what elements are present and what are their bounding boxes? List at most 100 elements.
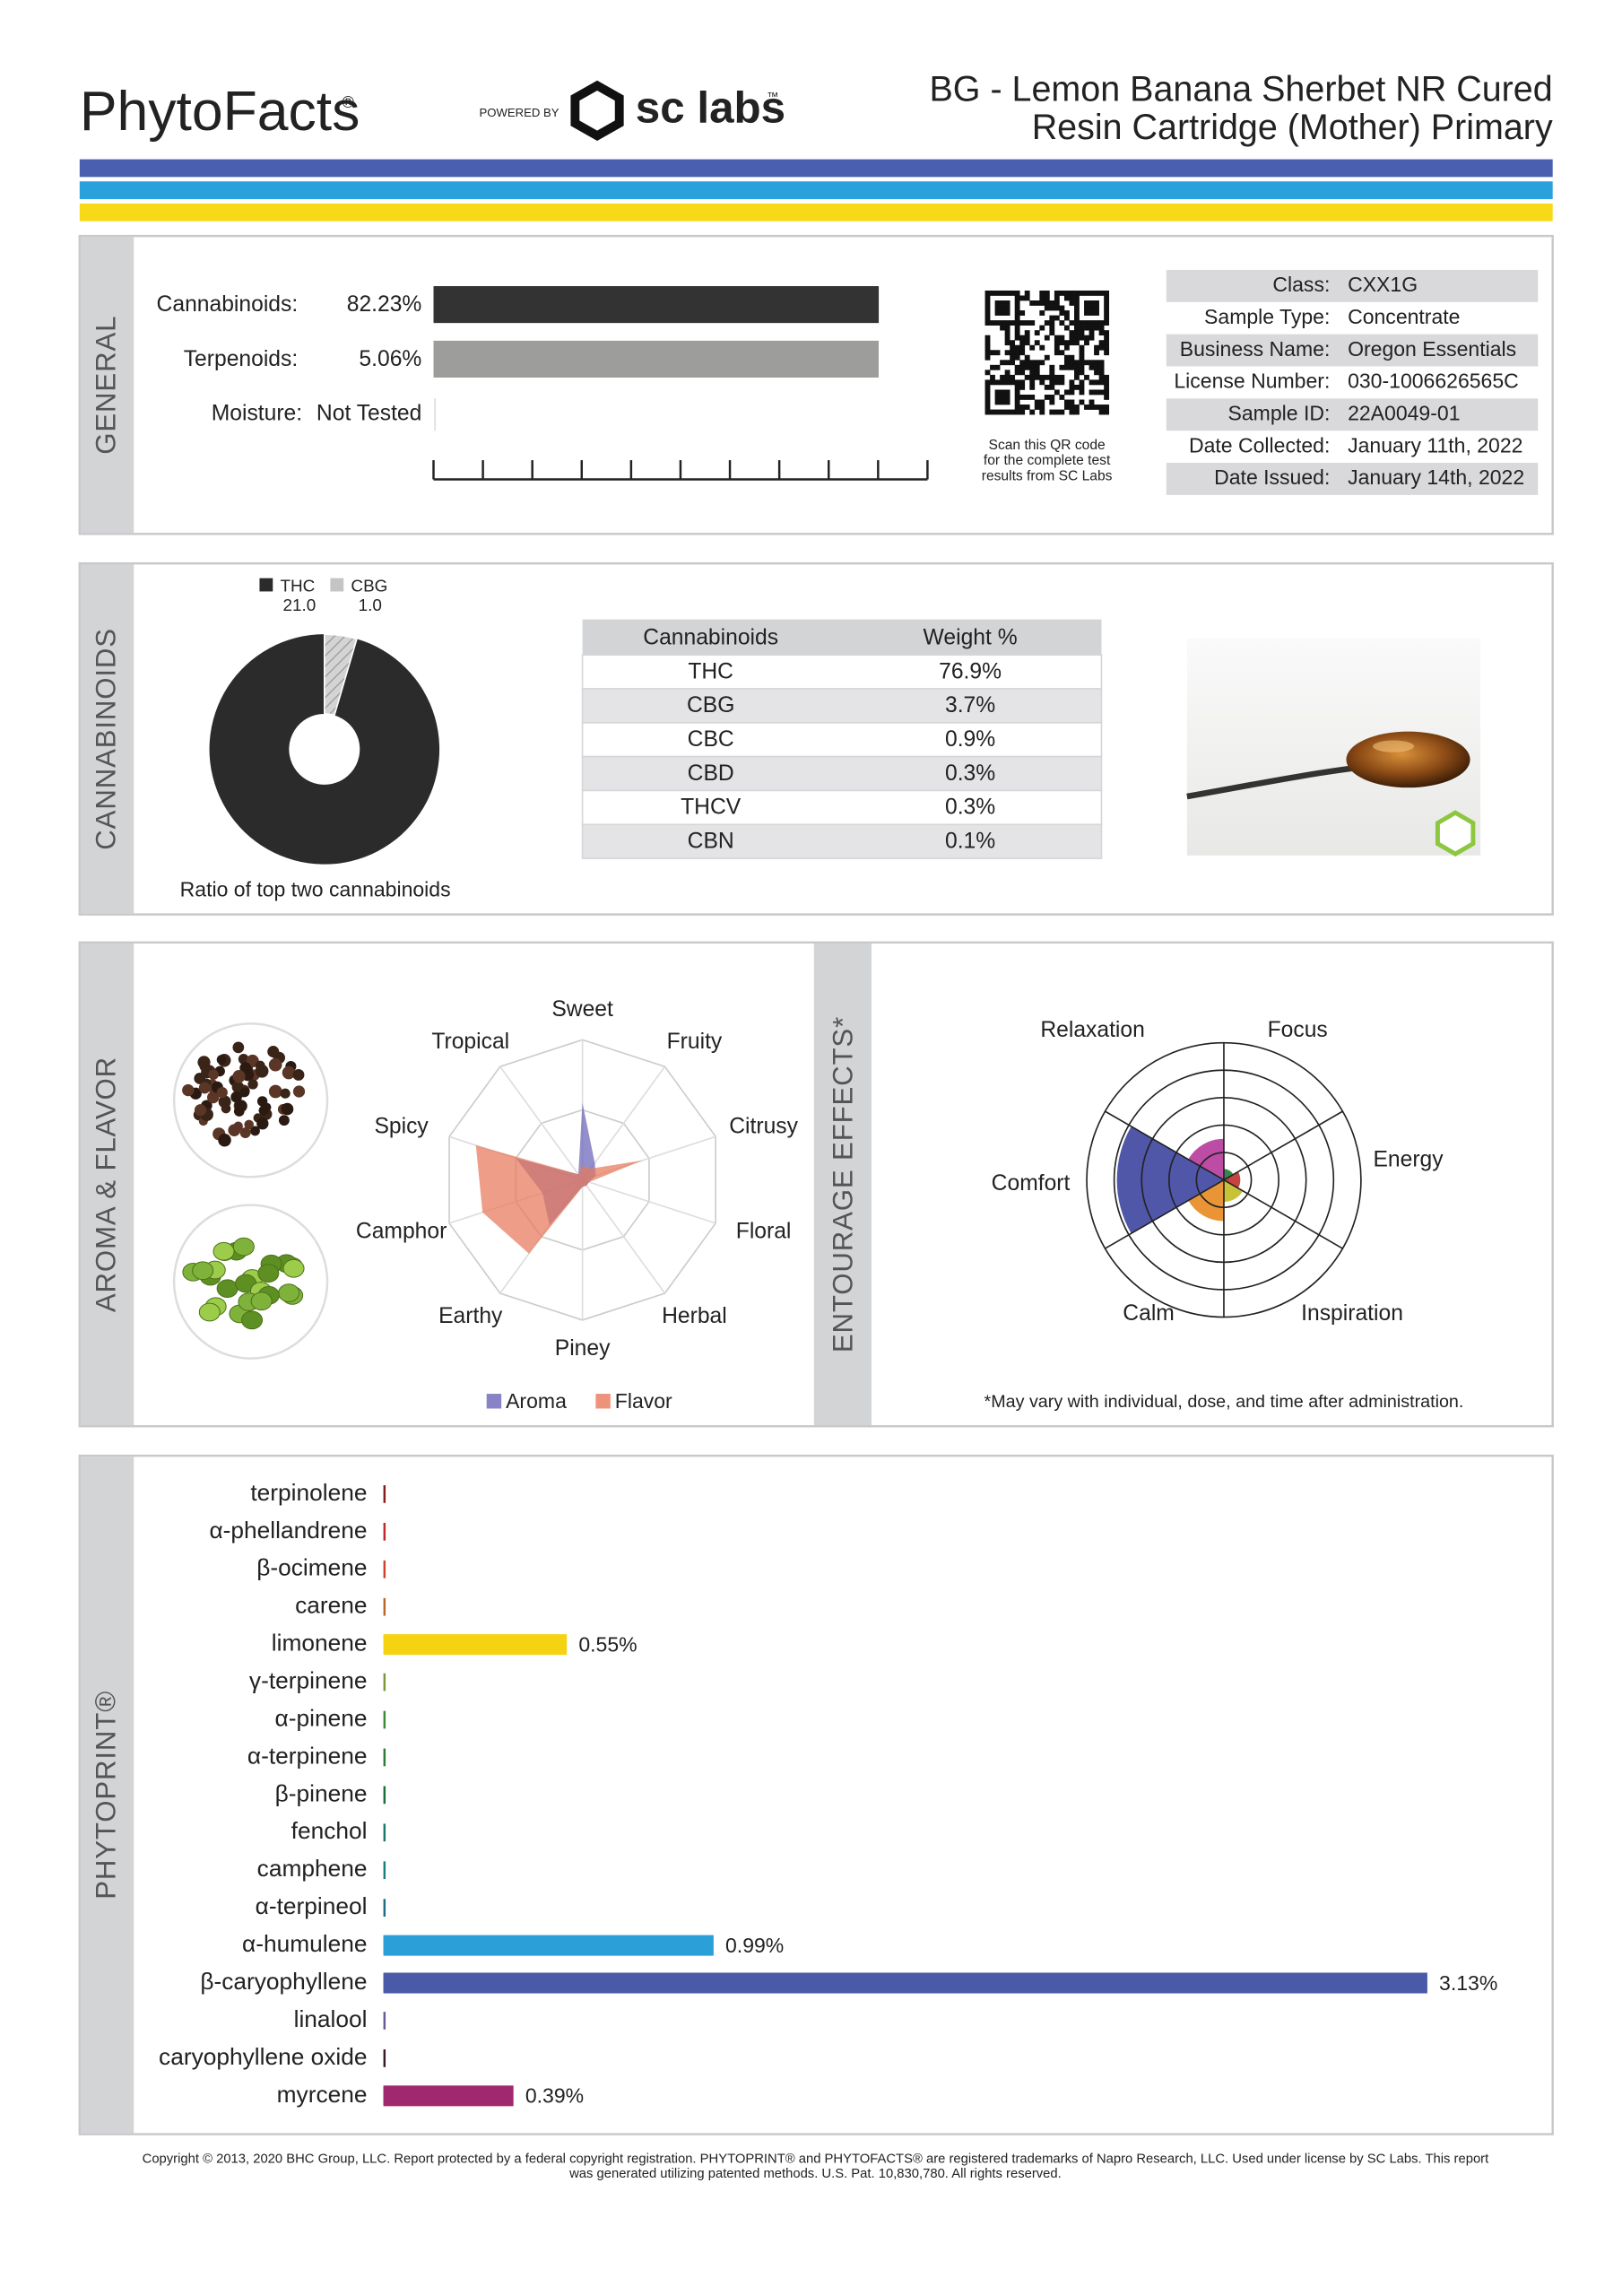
terpene-label: fenchol bbox=[291, 1817, 368, 1844]
qr-module bbox=[1069, 389, 1075, 396]
info-row bbox=[1166, 334, 1539, 367]
pie-slice bbox=[323, 633, 358, 717]
qr-module bbox=[994, 300, 1001, 306]
peppercorn bbox=[228, 1124, 241, 1136]
radar-spoke bbox=[499, 1065, 584, 1181]
qr-module bbox=[1074, 290, 1080, 296]
effect-label: Relaxation bbox=[1040, 1018, 1145, 1042]
qr-module bbox=[1074, 374, 1080, 380]
section-band bbox=[81, 237, 134, 534]
qr-module bbox=[1049, 379, 1055, 386]
scale bbox=[432, 460, 929, 481]
qr-module bbox=[1084, 305, 1089, 311]
qr-module bbox=[1000, 290, 1005, 296]
qr-module bbox=[1069, 330, 1075, 336]
qr-module bbox=[1029, 409, 1036, 415]
qr-module bbox=[1000, 360, 1005, 366]
effect-wedge bbox=[1223, 1179, 1244, 1203]
qr-module bbox=[1004, 395, 1010, 400]
qr-module bbox=[1098, 370, 1105, 376]
legend-value: 1.0 bbox=[359, 596, 382, 615]
qr-module bbox=[1098, 404, 1105, 410]
qr-module bbox=[1014, 389, 1020, 396]
hop-cone bbox=[257, 1264, 280, 1283]
qr-module bbox=[1074, 370, 1080, 376]
legend-swatch bbox=[259, 578, 273, 592]
qr-module bbox=[1019, 370, 1026, 376]
qr-module bbox=[1089, 325, 1095, 331]
effect-label: Energy bbox=[1373, 1148, 1444, 1172]
table-row bbox=[581, 688, 1103, 724]
qr-module bbox=[1014, 399, 1020, 405]
terpene-bar bbox=[383, 2085, 514, 2107]
bar bbox=[433, 286, 880, 324]
qr-module bbox=[1069, 399, 1075, 405]
qr-module bbox=[1094, 350, 1099, 356]
qr-module bbox=[984, 395, 991, 400]
qr-module bbox=[1079, 344, 1085, 351]
qr-module bbox=[1074, 364, 1080, 370]
peppercorn bbox=[267, 1046, 280, 1058]
qr-module bbox=[1044, 320, 1050, 326]
qr-module bbox=[1069, 404, 1075, 410]
qr-module bbox=[1024, 320, 1030, 326]
qr-module bbox=[1014, 344, 1020, 351]
qr-module bbox=[1094, 305, 1099, 311]
qr-module bbox=[1079, 370, 1085, 376]
qr-module bbox=[1010, 320, 1016, 326]
qr-module bbox=[1084, 374, 1089, 380]
qr-module bbox=[984, 409, 991, 415]
qr-module bbox=[1079, 360, 1085, 366]
info-value: January 11th, 2022 bbox=[1348, 433, 1522, 457]
peppercorn bbox=[268, 1057, 282, 1072]
qr-module bbox=[1010, 409, 1016, 415]
table-cell: 0.1% bbox=[945, 830, 995, 854]
qr-module bbox=[1019, 335, 1026, 341]
radar-label: Sweet bbox=[551, 997, 613, 1022]
qr-module bbox=[1074, 360, 1080, 366]
radar-label: Earthy bbox=[438, 1304, 503, 1328]
effect-label: Comfort bbox=[992, 1171, 1071, 1196]
section-band bbox=[81, 1457, 134, 2134]
qr-module bbox=[1059, 335, 1065, 341]
terpene-label: camphene bbox=[257, 1855, 368, 1882]
effect-label: Focus bbox=[1268, 1018, 1328, 1042]
table-cell: CBG bbox=[687, 693, 734, 718]
table-cell: THCV bbox=[681, 796, 742, 820]
entourage-chart: Relaxation Focus Energy Inspiration Calm Comf… bbox=[992, 1018, 1444, 1326]
copyright: was generated utilizing patented methods… bbox=[568, 2167, 1062, 2181]
qr-module bbox=[1089, 399, 1095, 405]
radar-label: Spicy bbox=[374, 1115, 429, 1139]
peppercorn bbox=[234, 1100, 247, 1113]
brand-mark: ® bbox=[343, 93, 355, 111]
legend-label: Flavor bbox=[615, 1389, 672, 1413]
radar-ring bbox=[448, 1039, 717, 1321]
peppercorn bbox=[208, 1069, 219, 1080]
peppercorn bbox=[199, 1062, 209, 1072]
column-header: Cannabinoids bbox=[643, 626, 778, 650]
hop-cone bbox=[241, 1310, 264, 1330]
qr-module bbox=[1089, 335, 1095, 341]
qr-module bbox=[1049, 374, 1055, 380]
section-band bbox=[813, 944, 872, 1426]
qr-module bbox=[1044, 384, 1050, 390]
moisture-label: Moisture: bbox=[212, 402, 302, 426]
qr-module bbox=[1094, 379, 1099, 386]
qr-module bbox=[1098, 290, 1105, 296]
peppercorn bbox=[258, 1105, 269, 1116]
qr-module bbox=[1074, 315, 1080, 321]
terpene-label: α-terpinene bbox=[247, 1742, 368, 1769]
qr-module bbox=[1104, 374, 1110, 380]
qr-module bbox=[1004, 389, 1010, 396]
qr-module bbox=[1084, 325, 1089, 331]
peppercorn bbox=[232, 1041, 245, 1054]
pie-caption: Ratio of top two cannabinoids bbox=[180, 877, 451, 900]
qr-module bbox=[1010, 340, 1016, 346]
qr-module bbox=[984, 389, 991, 396]
qr-module bbox=[1029, 320, 1036, 326]
qr-module bbox=[1034, 374, 1040, 380]
table-header bbox=[582, 619, 1102, 656]
qr-module bbox=[1034, 360, 1040, 366]
